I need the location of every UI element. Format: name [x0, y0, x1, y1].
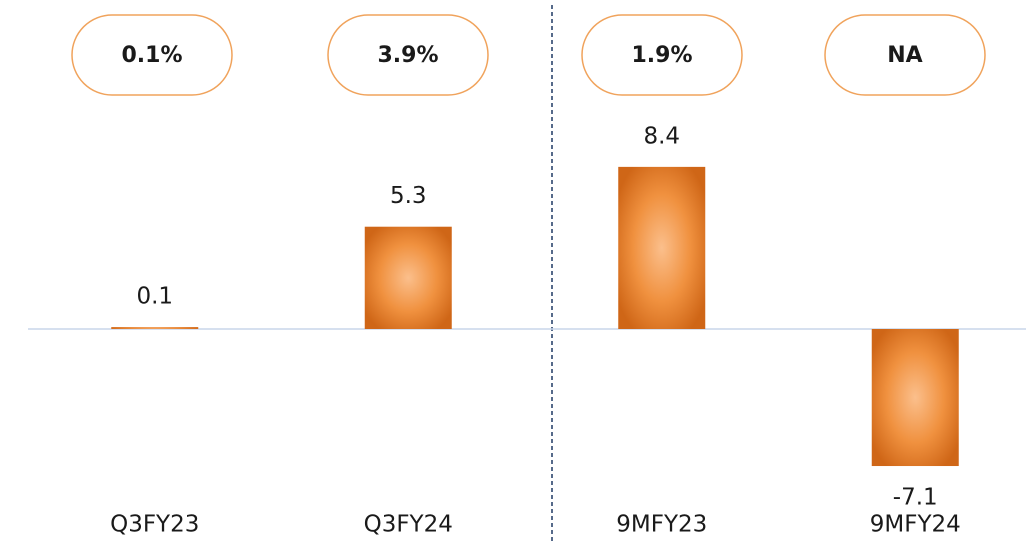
pill	[824, 14, 986, 96]
bar	[871, 329, 959, 467]
x-tick-label: Q3FY24	[364, 512, 453, 538]
bar	[111, 327, 199, 329]
pill-label: 1.9%	[631, 43, 692, 68]
pill	[581, 14, 743, 96]
pill-label: NA	[887, 43, 922, 68]
value-label: 0.1	[136, 284, 173, 310]
pill-label: 3.9%	[377, 43, 438, 68]
pill	[327, 14, 489, 96]
value-label: -7.1	[893, 485, 938, 511]
pill	[71, 14, 233, 96]
bar	[364, 226, 452, 329]
x-tick-label: 9MFY23	[616, 512, 707, 538]
x-tick-label: 9MFY24	[870, 512, 961, 538]
value-label: 8.4	[643, 123, 680, 149]
pill-label: 0.1%	[121, 43, 182, 68]
x-tick-label: Q3FY23	[110, 512, 199, 538]
bar	[618, 166, 706, 329]
value-label: 5.3	[390, 183, 427, 209]
